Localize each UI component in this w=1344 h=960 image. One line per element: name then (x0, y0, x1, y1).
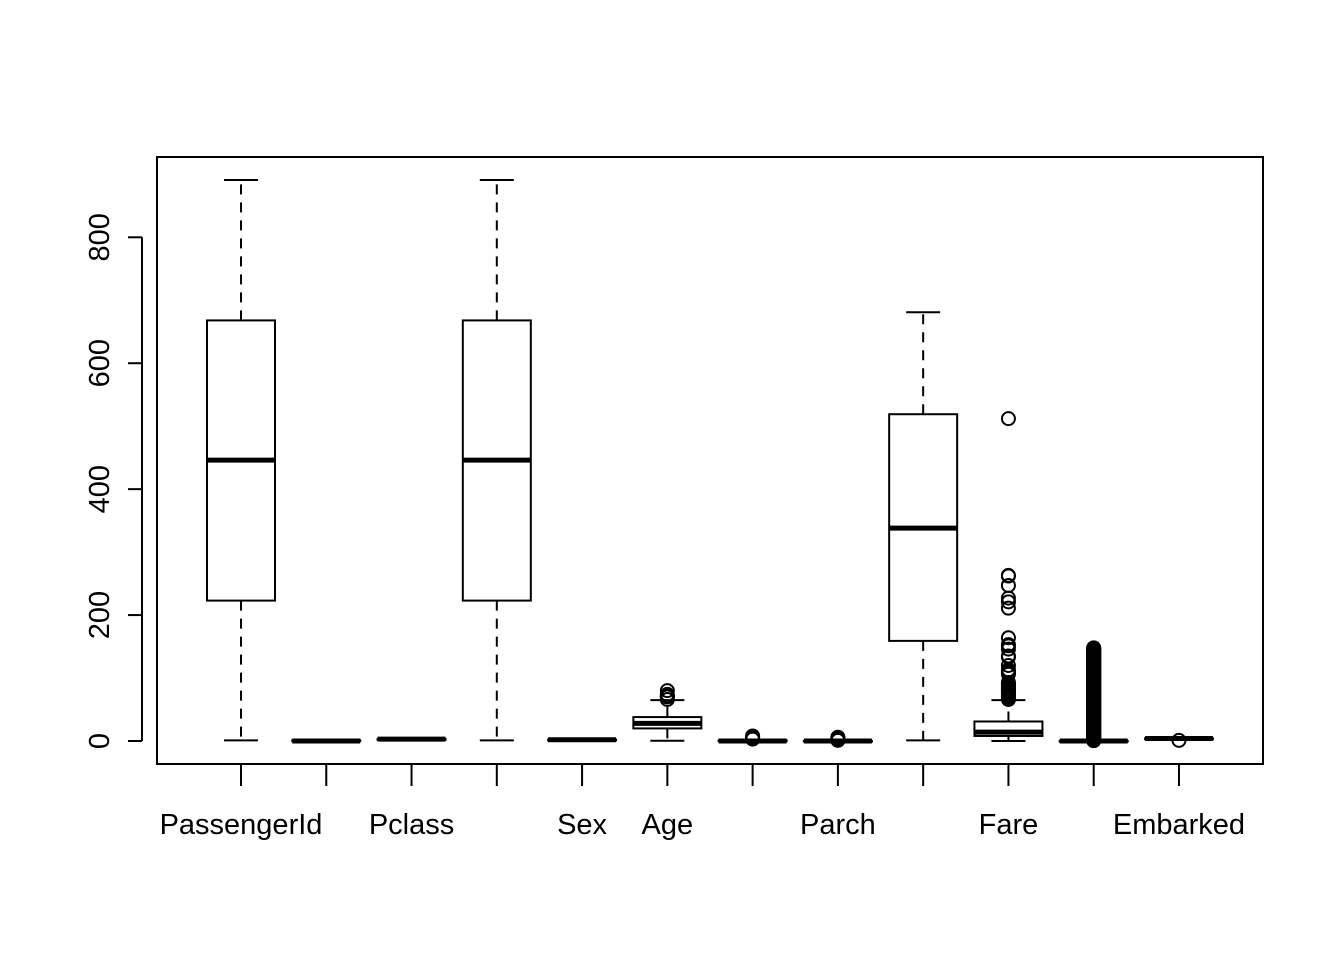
outlier-point (830, 729, 846, 745)
outlier-point (1000, 600, 1016, 616)
y-axis: 0 200 400 600 800 (84, 213, 143, 749)
box-unlabeled-3 (461, 179, 532, 742)
box-passengerid (206, 179, 276, 742)
box-age (632, 683, 703, 742)
box-fare (973, 411, 1044, 742)
outlier-point (1000, 567, 1016, 583)
x-tick-label: Embarked (1113, 809, 1245, 841)
outlier-point (1000, 630, 1016, 646)
y-tick-label: 200 (84, 591, 116, 639)
x-tick-label: PassengerId (160, 809, 323, 841)
box-unlabeled-1 (291, 738, 362, 744)
outlier-point (1171, 732, 1187, 748)
x-tick-label: Sex (557, 809, 607, 841)
box-parch (802, 729, 873, 748)
outlier-point (1000, 657, 1016, 673)
x-tick-label: Pclass (369, 809, 454, 841)
outlier-point (659, 683, 675, 699)
x-tick-label: Parch (800, 809, 876, 841)
box-unlabeled-8 (888, 311, 959, 742)
y-tick-label: 600 (84, 339, 116, 387)
outlier-point (659, 686, 675, 702)
box-embarked (1143, 732, 1214, 748)
x-tick-label: Age (642, 809, 694, 841)
outlier-point (1000, 411, 1016, 427)
box-series (206, 179, 1214, 749)
y-tick-label: 800 (84, 213, 116, 261)
y-tick-label: 0 (84, 733, 116, 749)
x-tick-label: Fare (979, 809, 1039, 841)
box-sex (547, 737, 618, 743)
outlier-point (1086, 640, 1102, 656)
outlier-point (745, 728, 761, 744)
outlier-point (1000, 637, 1016, 653)
x-axis: PassengerId Pclass Sex Age Parch Fare Embarked (160, 763, 1245, 841)
box-body (973, 720, 1044, 737)
outlier-point (1000, 594, 1016, 610)
box-pclass (376, 736, 447, 742)
box-unlabeled-10 (1058, 640, 1129, 749)
y-tick-label: 400 (84, 465, 116, 513)
box-unlabeled-6 (717, 728, 788, 747)
outlier-point (1000, 577, 1016, 593)
outlier-point (1000, 648, 1016, 664)
